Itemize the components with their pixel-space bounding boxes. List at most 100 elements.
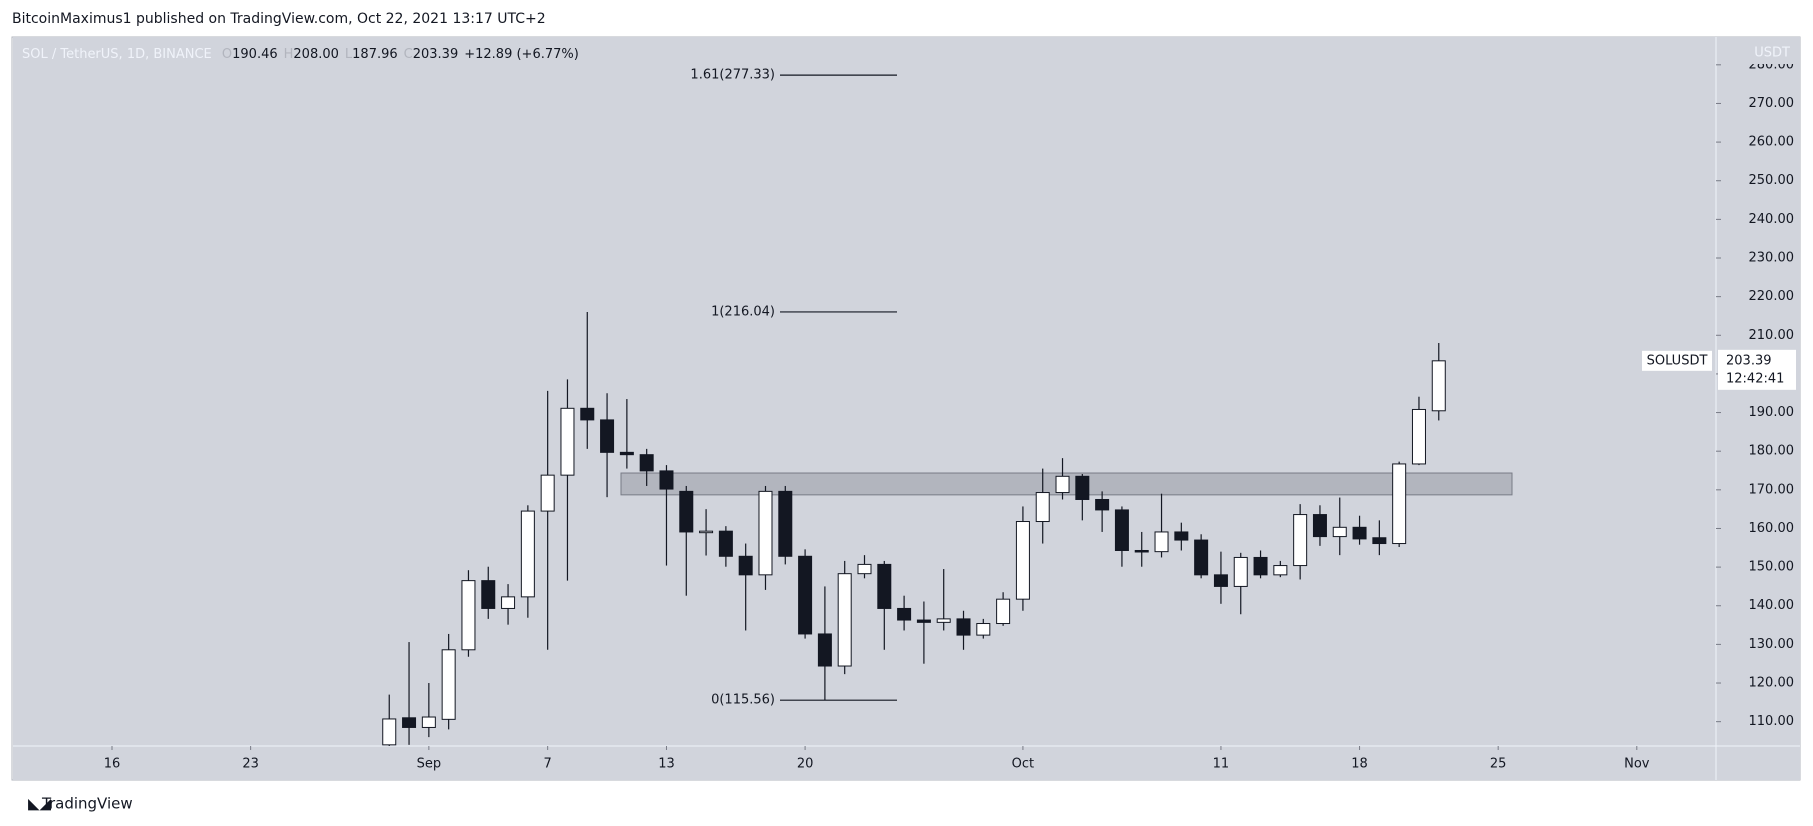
candle-body [738, 555, 753, 576]
y-tick-label: 250.00 [1749, 173, 1795, 188]
price-tag-name-bg [1642, 350, 1712, 371]
y-tick-label: 180.00 [1749, 444, 1795, 459]
legend-ohlc-value: 208.00 [293, 47, 339, 62]
candle-body [916, 619, 931, 623]
y-tick-label: 240.00 [1749, 212, 1795, 227]
x-tick-label: 18 [1351, 757, 1368, 772]
legend-ohlc-key: H [284, 47, 294, 62]
candle-body [758, 490, 773, 576]
candle-body [956, 618, 971, 636]
fib-label: 1(216.04) [711, 304, 775, 319]
candle-body [600, 419, 615, 453]
footer-logo-mark: ◣◢ [28, 795, 52, 813]
candle-body [481, 580, 496, 609]
candle-body [877, 563, 892, 609]
candle-body [1095, 498, 1110, 511]
candle-body [1035, 492, 1050, 523]
candle-body [1075, 475, 1090, 500]
candle-body [1194, 539, 1209, 576]
price-axis-panel [1716, 37, 1800, 746]
y-tick-label: 130.00 [1749, 637, 1795, 652]
candle-body [1312, 514, 1327, 538]
candle-body [1293, 514, 1308, 567]
candle-body [1253, 556, 1268, 576]
candle-body [619, 451, 634, 456]
unit-background [1720, 40, 1798, 64]
candle-body [1213, 574, 1228, 587]
candle-body [1352, 526, 1367, 540]
price-tag-name: SOLUSDT [1647, 353, 1708, 368]
axes: 110.00 120.00 130.00 140.00 150.00 160.00 170.… [104, 57, 1794, 771]
candle-body [1114, 509, 1129, 551]
candle-body [461, 580, 476, 651]
fib-label: 1.61(277.33) [690, 68, 775, 83]
candle-body [659, 470, 674, 490]
candle-body [718, 530, 733, 557]
symbol: SOL / TetherUS, 1D, BINANCE [22, 47, 212, 62]
candle-body [996, 598, 1011, 625]
candle-body [798, 555, 813, 635]
candle-body [1233, 556, 1248, 587]
plot-background [13, 37, 1716, 746]
legend-ohlc-key: C [404, 47, 413, 62]
y-tick-label: 210.00 [1749, 328, 1795, 343]
candle-body [679, 490, 694, 533]
y-tick-label: 220.00 [1749, 289, 1795, 304]
y-tick-label: 150.00 [1749, 560, 1795, 575]
candle-body [1431, 360, 1446, 412]
x-tick-label: 13 [658, 757, 675, 772]
candle-body [1154, 531, 1169, 553]
candle-body [897, 607, 912, 621]
x-tick-label: 11 [1213, 757, 1230, 772]
y-tick-label: 120.00 [1749, 676, 1795, 691]
plot: 1.61(277.33) 1(216.04) 0(115.56) [382, 68, 1513, 746]
candle-body [1372, 537, 1387, 545]
candle-body [778, 490, 793, 557]
x-tick-label: 20 [797, 757, 814, 772]
candle-body [1411, 408, 1426, 465]
legend: SOL / TetherUS, 1D, BINANCE O190.46 H208.… [22, 47, 579, 62]
x-tick-label: Oct [1012, 757, 1034, 772]
price-tag-countdown: 12:42:41 [1726, 371, 1784, 386]
legend-ohlc-key: L [345, 47, 353, 62]
x-tick-label: Sep [417, 757, 442, 772]
x-tick-label: 7 [544, 757, 552, 772]
y-tick-label: 140.00 [1749, 598, 1795, 613]
price-tag-value: 203.39 [1726, 353, 1772, 368]
candle-body [382, 718, 397, 746]
candle-body [1055, 475, 1070, 494]
x-tick-label: 16 [104, 757, 121, 772]
time-axis-panel [13, 746, 1800, 780]
x-tick-label: 23 [242, 757, 259, 772]
candle-body [817, 633, 832, 667]
fib-label: 0(115.56) [711, 693, 775, 708]
legend-ohlc-key: O [222, 47, 232, 62]
candle-body [1392, 463, 1407, 545]
candle-body [1273, 565, 1288, 576]
x-tick-label: Nov [1624, 757, 1650, 772]
legend-ohlc-value: 203.39 [413, 47, 459, 62]
candle-body [501, 596, 516, 609]
candle-body [1332, 526, 1347, 538]
candle-body [402, 717, 417, 728]
candle-body [699, 530, 714, 534]
candle-body [976, 623, 991, 636]
legend-ohlc-value: 190.46 [232, 47, 278, 62]
publish-header: BitcoinMaximus1 published on TradingView… [12, 11, 546, 27]
legend-ohlc-value: 187.96 [352, 47, 398, 62]
axis-unit: USDT [1754, 46, 1790, 61]
candle-body [580, 407, 595, 421]
y-tick-label: 110.00 [1749, 714, 1795, 729]
y-tick-label: 230.00 [1749, 251, 1795, 266]
y-tick-label: 160.00 [1749, 521, 1795, 536]
candle-body [540, 474, 555, 512]
y-tick-label: 270.00 [1749, 96, 1795, 111]
candle-body [1015, 521, 1030, 600]
candle-body [560, 407, 575, 476]
candle-body [837, 573, 852, 667]
candle-body [1174, 531, 1189, 541]
footer-logo: TradingView [41, 795, 133, 813]
candle-body [639, 454, 654, 472]
legend-change: +12.89 (+6.77%) [464, 47, 579, 62]
